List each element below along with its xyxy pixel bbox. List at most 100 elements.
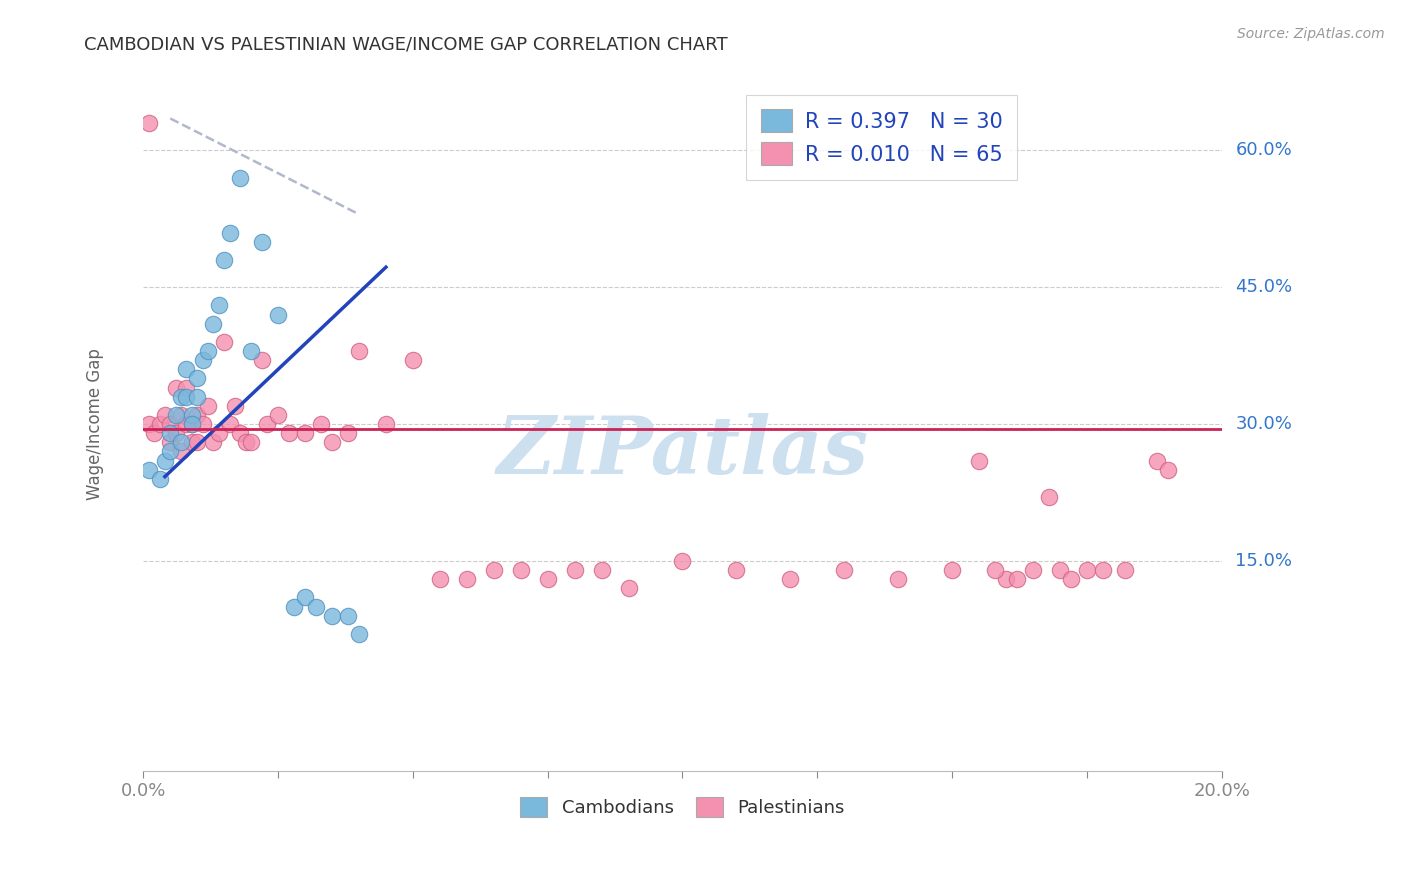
Point — [159, 417, 181, 431]
Point — [294, 426, 316, 441]
Point — [138, 116, 160, 130]
Point — [229, 426, 252, 441]
Point — [153, 408, 176, 422]
Point — [176, 417, 198, 431]
Point — [159, 444, 181, 458]
Point — [509, 563, 531, 577]
Point — [218, 226, 240, 240]
Text: 45.0%: 45.0% — [1236, 278, 1292, 296]
Point — [337, 608, 360, 623]
Point — [967, 453, 990, 467]
Point — [564, 563, 586, 577]
Point — [138, 463, 160, 477]
Legend: Cambodians, Palestinians: Cambodians, Palestinians — [513, 789, 852, 824]
Point — [887, 572, 910, 586]
Point — [250, 235, 273, 249]
Point — [229, 170, 252, 185]
Point — [180, 417, 202, 431]
Point — [779, 572, 801, 586]
Point — [235, 435, 257, 450]
Point — [482, 563, 505, 577]
Point — [153, 453, 176, 467]
Point — [165, 408, 187, 422]
Text: CAMBODIAN VS PALESTINIAN WAGE/INCOME GAP CORRELATION CHART: CAMBODIAN VS PALESTINIAN WAGE/INCOME GAP… — [84, 36, 728, 54]
Point — [170, 408, 193, 422]
Point — [1114, 563, 1136, 577]
Point — [197, 344, 219, 359]
Point — [1005, 572, 1028, 586]
Point — [250, 353, 273, 368]
Point — [180, 435, 202, 450]
Point — [208, 298, 231, 312]
Point — [176, 381, 198, 395]
Point — [337, 426, 360, 441]
Point — [591, 563, 613, 577]
Point — [180, 408, 202, 422]
Point — [240, 435, 263, 450]
Point — [1022, 563, 1045, 577]
Point — [1038, 490, 1060, 504]
Point — [456, 572, 478, 586]
Point — [202, 317, 225, 331]
Point — [305, 599, 328, 614]
Point — [1076, 563, 1098, 577]
Point — [148, 417, 170, 431]
Point — [186, 435, 208, 450]
Point — [283, 599, 305, 614]
Point — [212, 334, 235, 349]
Point — [165, 426, 187, 441]
Text: 60.0%: 60.0% — [1236, 142, 1292, 160]
Point — [671, 554, 693, 568]
Point — [402, 353, 425, 368]
Point — [176, 390, 198, 404]
Point — [176, 362, 198, 376]
Point — [159, 435, 181, 450]
Point — [429, 572, 451, 586]
Point — [148, 472, 170, 486]
Text: 30.0%: 30.0% — [1236, 415, 1292, 434]
Point — [994, 572, 1017, 586]
Point — [1049, 563, 1071, 577]
Point — [159, 426, 181, 441]
Point — [138, 417, 160, 431]
Point — [191, 353, 214, 368]
Point — [224, 399, 246, 413]
Point — [1156, 463, 1178, 477]
Point — [617, 581, 640, 595]
Point — [347, 344, 370, 359]
Point — [186, 371, 208, 385]
Point — [309, 417, 332, 431]
Point — [208, 426, 231, 441]
Point — [186, 408, 208, 422]
Point — [186, 390, 208, 404]
Text: Wage/Income Gap: Wage/Income Gap — [86, 348, 104, 500]
Point — [725, 563, 748, 577]
Point — [321, 435, 343, 450]
Point — [1091, 563, 1114, 577]
Point — [197, 399, 219, 413]
Point — [1059, 572, 1081, 586]
Point — [240, 344, 263, 359]
Point — [267, 408, 290, 422]
Point — [277, 426, 299, 441]
Point — [165, 381, 187, 395]
Point — [294, 591, 316, 605]
Point — [212, 252, 235, 267]
Point — [537, 572, 560, 586]
Point — [180, 417, 202, 431]
Point — [170, 435, 193, 450]
Point — [1146, 453, 1168, 467]
Point — [191, 417, 214, 431]
Point — [347, 627, 370, 641]
Point — [143, 426, 166, 441]
Point — [256, 417, 278, 431]
Point — [832, 563, 855, 577]
Text: Source: ZipAtlas.com: Source: ZipAtlas.com — [1237, 27, 1385, 41]
Text: 15.0%: 15.0% — [1236, 552, 1292, 570]
Point — [218, 417, 240, 431]
Point — [267, 308, 290, 322]
Point — [321, 608, 343, 623]
Point — [374, 417, 396, 431]
Point — [202, 435, 225, 450]
Point — [984, 563, 1007, 577]
